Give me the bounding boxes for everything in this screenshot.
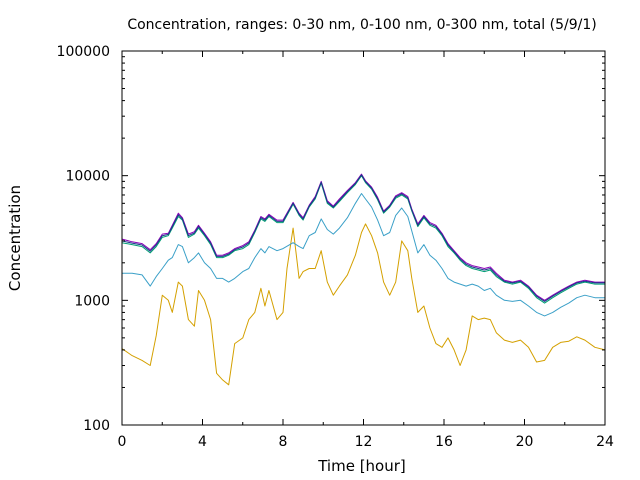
- x-tick-label: 12: [355, 434, 373, 450]
- chart-title: Concentration, ranges: 0-30 nm, 0-100 nm…: [127, 17, 596, 33]
- y-tick-label: 100000: [57, 44, 110, 60]
- y-tick-label: 10000: [65, 169, 110, 185]
- x-axis-title: Time [hour]: [317, 457, 406, 475]
- x-tick-label: 8: [279, 434, 288, 450]
- plot-frame: [121, 50, 606, 426]
- x-tick-label: 16: [435, 434, 453, 450]
- y-axis-title: Concentration: [6, 185, 24, 291]
- y-tick-label: 1000: [74, 293, 110, 309]
- series-line-3: [121, 175, 605, 304]
- x-tick-label: 0: [118, 434, 127, 450]
- series-layer: [121, 173, 606, 386]
- series-line-4: [121, 173, 605, 301]
- x-tick-label: 20: [516, 434, 534, 450]
- series-line-5: [121, 174, 605, 302]
- series-line-1: [121, 223, 606, 386]
- series-line-2: [122, 193, 605, 317]
- x-tick-label: 4: [198, 434, 207, 450]
- x-tick-label: 24: [596, 434, 614, 450]
- y-tick-label: 100: [83, 418, 110, 434]
- ticks-layer: 0 4 8 12 16 20 24 100 1000 10000 100000: [57, 44, 614, 450]
